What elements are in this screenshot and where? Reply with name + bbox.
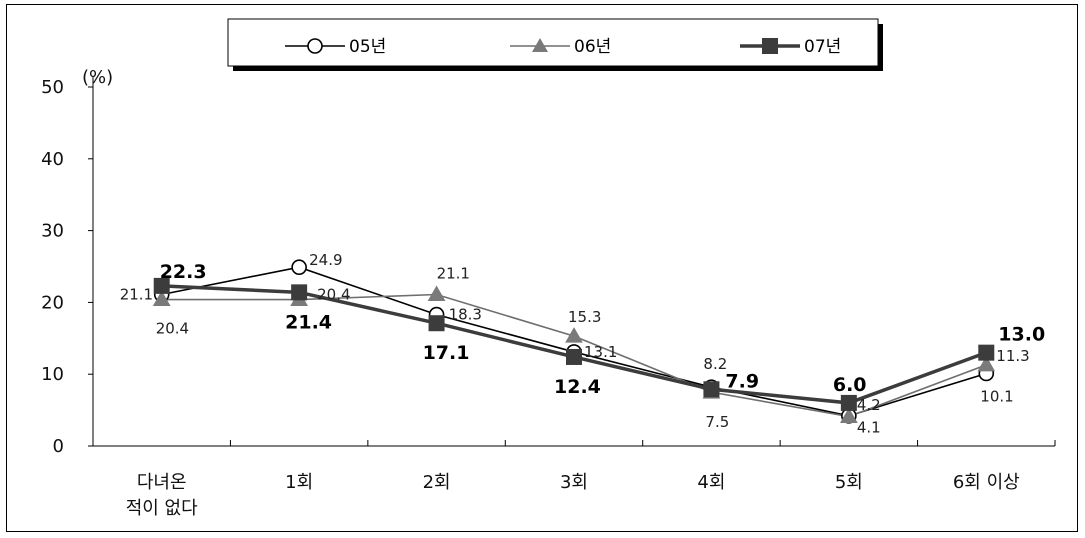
marker-07년 [703,381,720,398]
data-label-07년: 12.4 [554,376,601,398]
data-label-05년: 4.2 [857,396,881,414]
x-category-label: 1회 [285,472,313,493]
data-label-06년: 4.1 [857,419,881,437]
x-category-label: 적이 없다 [126,498,198,519]
marker-07년 [566,348,582,365]
legend-marker-07년 [762,38,778,54]
x-category-label: 5회 [835,472,863,493]
y-tick-label: 20 [41,292,64,313]
x-category-label: 다녀온 [137,472,187,493]
data-label-05년: 24.9 [309,251,342,269]
marker-06년 [839,407,858,424]
legend-marker-05년 [307,38,323,54]
y-tick-label: 50 [41,77,64,98]
legend-marker-06년 [532,38,548,52]
legend-box [227,18,879,67]
y-tick-label: 30 [41,221,64,242]
data-label-06년: 20.4 [317,286,350,304]
marker-07년 [428,315,445,332]
data-label-05년: 13.1 [584,343,617,361]
data-label-07년: 7.9 [725,370,759,392]
marker-05년 [291,259,307,276]
data-label-07년: 13.0 [998,324,1045,346]
x-category-label: 6회 이상 [953,472,1020,493]
data-label-05년: 18.3 [449,306,482,324]
legend-label-07년: 07년 [804,37,841,57]
chart-frame [6,4,1078,532]
data-label-07년: 17.1 [423,342,470,364]
marker-07년 [840,394,857,411]
data-label-06년: 20.4 [156,320,189,338]
data-label-06년: 15.3 [568,308,601,326]
y-tick-label: 10 [41,364,64,385]
y-tick-label: 40 [41,149,64,170]
y-unit-label: (%) [82,67,113,88]
x-category-label: 3회 [560,472,588,493]
marker-06년 [427,285,446,302]
data-label-05년: 21.1 [120,286,153,304]
data-label-06년: 11.3 [996,347,1029,365]
data-label-05년: 8.2 [703,355,727,373]
marker-06년 [565,327,583,343]
data-label-06년: 7.5 [705,413,729,431]
legend-label-06년: 06년 [574,37,611,57]
marker-06년 [977,355,996,372]
y-tick-label: 0 [53,436,64,457]
marker-07년 [978,344,995,361]
data-label-07년: 6.0 [833,374,867,396]
marker-07년 [291,284,308,301]
data-label-07년: 22.3 [160,261,207,283]
marker-07년 [153,277,170,294]
marker-06년 [152,290,171,307]
data-label-05년: 10.1 [980,387,1013,405]
x-category-label: 2회 [423,472,451,493]
data-label-06년: 21.1 [437,265,470,283]
legend-label-05년: 05년 [349,37,386,57]
x-category-label: 4회 [697,472,725,493]
data-label-07년: 21.4 [285,311,332,333]
